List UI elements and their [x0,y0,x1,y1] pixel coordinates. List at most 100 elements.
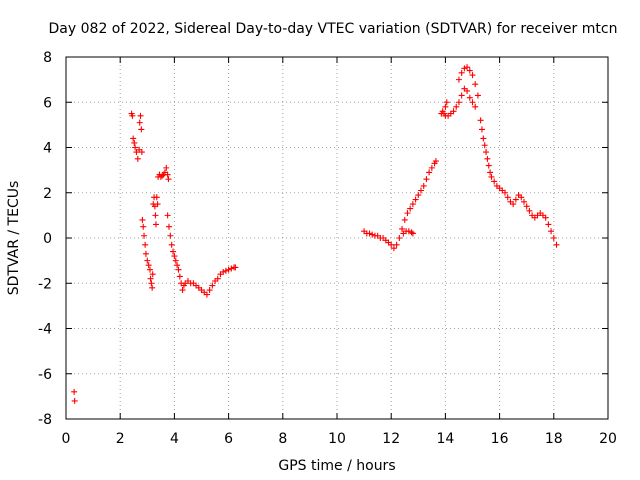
data-point [163,164,170,171]
y-tick-label: 4 [43,141,52,157]
data-point [443,99,450,106]
y-tick-label: -4 [38,322,52,338]
data-point [175,266,182,273]
data-point [176,273,183,280]
data-point [545,221,552,228]
x-tick-label: 14 [436,431,454,447]
data-point [469,99,476,106]
data-point [483,149,490,156]
data-point [407,205,414,212]
data-point [401,216,408,223]
data-point [134,155,141,162]
data-point [455,76,462,83]
data-point [141,232,148,239]
data-point [206,287,213,294]
data-point [393,241,400,248]
data-point [147,266,154,273]
data-point [472,81,479,88]
data-point [423,176,430,183]
data-point [408,229,415,236]
data-point [488,173,495,180]
data-point [409,201,416,208]
data-point [142,241,149,248]
data-point [428,164,435,171]
data-point [453,103,460,110]
y-tick-label: 0 [43,231,52,247]
x-tick-label: 2 [116,431,125,447]
grid [66,57,608,419]
data-point [432,158,439,165]
x-axis-label: GPS time / hours [278,458,395,474]
data-point [466,67,473,74]
data-point [366,230,373,237]
data-point [523,203,530,210]
tick-labels: 0 2 4 6 8 10 12 14 16 18 20 -8 -6 -4 -2 0 2 4 6 8 [38,50,617,447]
x-tick-label: 20 [599,431,617,447]
data-point [418,187,425,194]
data-point [138,149,145,156]
data-point [132,144,139,151]
data-point [137,112,144,119]
x-tick-label: 6 [224,431,233,447]
y-tick-label: 2 [43,186,52,202]
data-point [142,250,149,257]
data-point [147,275,154,282]
data-point [478,126,485,133]
data-point [405,228,412,235]
data-point [550,235,557,241]
data-point [140,223,147,230]
data-point [553,241,560,248]
data-point [458,92,465,99]
x-tick-label: 12 [382,431,400,447]
data-point [203,291,210,298]
data-point [484,155,491,162]
data-point [502,189,509,196]
data-point [149,271,156,278]
data-point [512,196,519,203]
data-point [461,65,468,72]
data-point [396,235,403,241]
data-point [415,192,422,199]
data-point [232,264,239,271]
data-point [172,257,179,264]
data-point [179,287,186,294]
data-point [450,108,457,115]
data-point [472,103,479,110]
data-point [136,119,143,126]
data-point [404,210,411,217]
x-tick-label: 4 [170,431,179,447]
data-point [154,201,161,208]
y-tick-label: 8 [43,50,52,66]
data-point [220,268,227,275]
data-point [167,232,174,239]
data-point [225,266,232,273]
data-point [399,225,406,232]
data-point [510,201,517,208]
x-tick-label: 8 [278,431,287,447]
data-point [71,397,78,404]
data-point [526,207,533,214]
data-point [455,99,462,106]
data-point [542,214,549,221]
data-point [390,245,397,252]
data-point [228,265,235,272]
data-point [145,262,152,269]
data-point [466,94,473,101]
data-point [518,194,525,201]
data-point [139,216,146,223]
y-tick-label: -6 [38,367,52,383]
data-point [164,171,171,178]
data-point [409,230,416,237]
data-point [170,248,177,255]
x-tick-label: 0 [62,431,71,447]
data-point [369,231,376,238]
data-point [209,282,216,289]
data-point [477,117,484,124]
data-point [130,135,137,142]
data-point [491,178,498,185]
data-point [469,72,476,79]
data-point [487,169,494,176]
chart-title: Day 082 of 2022, Sidereal Day-to-day VTE… [49,21,618,37]
y-tick-label: -2 [38,276,52,292]
